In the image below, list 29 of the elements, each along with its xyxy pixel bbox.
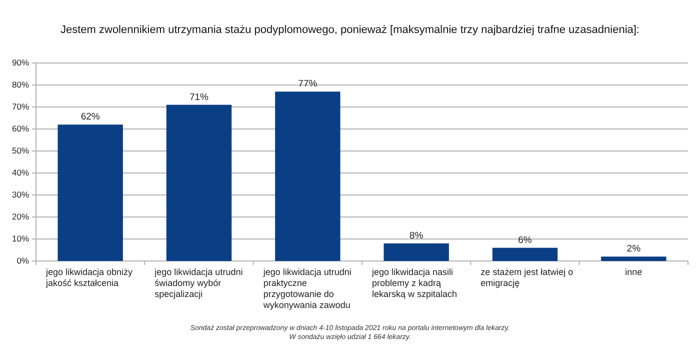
bar: [58, 124, 123, 261]
y-tick-label: 20%: [12, 212, 30, 222]
chart-title: Jestem zwolennikiem utrzymania stażu podyplomowego, ponieważ [maksymalnie trzy najbardziej trafne uzasadnienia]:: [60, 24, 640, 36]
y-tick-label: 30%: [12, 190, 30, 200]
data-label: 8%: [409, 230, 424, 242]
x-tick-label: jego likwidacja obniży jakość kształcenia: [45, 267, 134, 288]
y-tick-label: 10%: [12, 234, 30, 244]
y-tick-label: 0%: [16, 256, 30, 266]
x-tick-label: ze stażem jest łatwiej o emigrację: [480, 267, 574, 288]
data-label: 62%: [80, 112, 100, 123]
x-tick-label: jego likwidacja utrudni świadomy wybór specjalizacji: [154, 267, 243, 299]
data-label: 71%: [189, 92, 210, 103]
bar: [492, 248, 558, 261]
y-tick-label: 90%: [12, 58, 30, 68]
x-tick-label: jego likwidacja nasili problemy z kadrą lekarską w szpitalach: [371, 267, 458, 299]
x-tick-label: inne: [625, 267, 642, 277]
y-tick-label: 60%: [12, 124, 30, 134]
bar: [601, 256, 666, 261]
data-label: 77%: [298, 78, 318, 90]
bar: [166, 104, 232, 261]
data-label: 2%: [626, 244, 642, 255]
bar: [275, 92, 340, 261]
x-tick-label: jego likwidacja utrudni praktyczne przygotowanie do wykonywania zawodu: [262, 267, 352, 310]
y-tick-label: 80%: [12, 80, 30, 90]
y-tick-label: 50%: [12, 146, 30, 156]
data-label: 6%: [518, 234, 532, 246]
y-tick-label: 40%: [12, 168, 30, 178]
bar: [384, 243, 449, 261]
y-tick-label: 70%: [12, 102, 30, 112]
